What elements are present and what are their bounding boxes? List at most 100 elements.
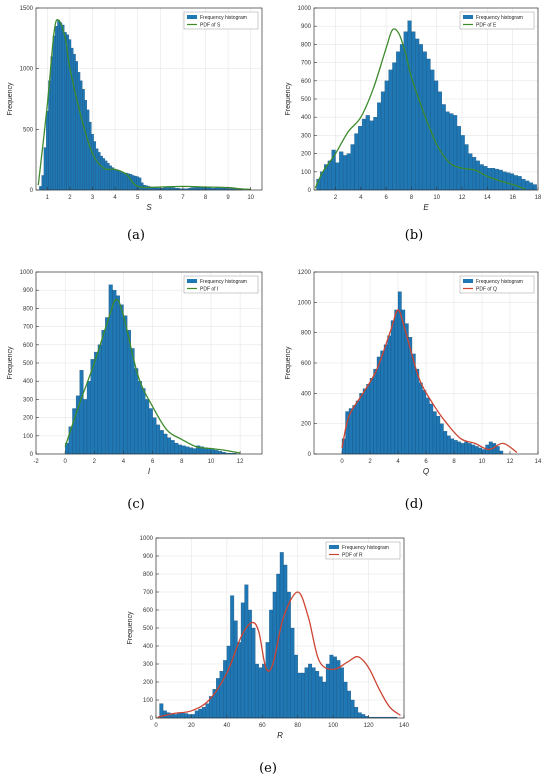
x-tick-label: 0 <box>154 723 158 729</box>
histogram-bar <box>286 591 291 719</box>
legend-box <box>183 275 259 294</box>
histogram-bar <box>415 368 420 455</box>
y-tick-label: 0 <box>150 716 154 722</box>
histogram-bar <box>394 309 399 455</box>
histogram-bar <box>84 100 87 191</box>
y-tick-label: 900 <box>143 554 154 560</box>
histogram-bar <box>464 441 469 455</box>
legend-box <box>459 11 535 30</box>
legend: Frequency histogram PDF of S <box>183 11 259 30</box>
y-tick-label: 1000 <box>20 270 34 276</box>
histogram-bar <box>138 177 142 191</box>
chart-a: 1 2 3 4 5 6 7 8 9 10 0 500 1000 1500 S Frequency Frequen… <box>7 6 263 212</box>
histogram-bar <box>105 317 110 455</box>
histogram-bar <box>173 714 178 719</box>
y-axis-label: Frequency <box>7 346 14 380</box>
histogram-bar <box>487 168 492 191</box>
histogram-bar <box>116 295 120 455</box>
chart-e: 0 20 40 60 80 100 120 140 0 100 200 300 400 500 600 700… <box>127 536 410 740</box>
histogram-bar <box>387 335 392 455</box>
histogram-bar <box>411 353 416 455</box>
x-tick-label: 0 <box>340 459 344 465</box>
histogram-bar <box>218 451 223 455</box>
y-tick-label: 800 <box>143 572 154 578</box>
histogram-bar <box>532 184 537 191</box>
x-tick-label: 6 <box>384 195 388 201</box>
histogram-bar <box>392 62 397 191</box>
histogram-bar <box>384 80 389 191</box>
histogram-bar <box>354 707 359 719</box>
x-tick-label: 12 <box>507 459 514 465</box>
legend-swatch-histogram <box>463 15 473 19</box>
legend-swatch-histogram <box>329 545 339 549</box>
histogram-bar <box>366 384 371 455</box>
histogram-bar <box>159 430 164 455</box>
histogram-bar <box>180 712 185 719</box>
histogram-bar <box>86 381 91 455</box>
x-tick-label: 4 <box>396 459 400 465</box>
histogram-bar <box>456 126 461 191</box>
legend-label-histogram: Frequency histogram <box>476 15 523 21</box>
y-tick-label: 1000 <box>140 536 154 542</box>
legend-label-pdf: PDF of R <box>342 553 363 559</box>
histogram-bar <box>347 690 352 719</box>
histogram-bar <box>513 175 518 191</box>
histogram-bar <box>83 399 88 455</box>
x-tick-label: 8 <box>180 459 184 465</box>
legend-swatch-histogram <box>463 279 473 283</box>
histogram-bar <box>95 148 99 191</box>
x-tick-label: 10 <box>208 459 215 465</box>
histogram-bar <box>294 654 298 719</box>
histogram-bar <box>342 155 348 191</box>
histogram-bar <box>358 126 363 191</box>
histogram-bar <box>453 115 458 191</box>
x-axis-label: I <box>148 467 151 476</box>
histogram-bar <box>483 166 488 191</box>
x-tick-label: 12 <box>237 459 244 465</box>
legend-swatch-histogram <box>187 279 197 283</box>
histogram-bar <box>418 44 423 191</box>
histogram-bar <box>390 320 395 455</box>
histogram-bar <box>373 368 378 455</box>
histogram-bar <box>73 53 76 191</box>
histogram-bar <box>194 710 199 719</box>
histogram-bar <box>528 182 534 191</box>
histogram-bar <box>495 446 500 455</box>
y-tick-label: 100 <box>301 170 312 176</box>
histogram-bar <box>355 400 360 455</box>
histogram-bar <box>335 162 340 191</box>
histogram-bar <box>48 80 51 191</box>
y-tick-label: 800 <box>301 42 312 48</box>
x-tick-label: 0 <box>63 459 67 465</box>
histogram-bar <box>380 91 386 191</box>
histogram-bar <box>195 186 198 191</box>
histogram-bar <box>167 437 172 455</box>
histogram-bar <box>525 180 530 191</box>
y-tick-label: 500 <box>23 127 34 133</box>
x-tick-label: 8 <box>204 195 208 201</box>
y-tick-label: 200 <box>301 422 312 428</box>
histogram-bar <box>369 378 374 455</box>
histogram-bar <box>255 663 259 719</box>
histogram-bar <box>50 56 54 191</box>
y-tick-label: 200 <box>23 416 34 422</box>
histogram-bar <box>464 144 469 191</box>
histogram-bar <box>107 163 110 191</box>
x-tick-label: 80 <box>294 723 301 729</box>
histogram-bar <box>418 382 423 455</box>
histogram-bar <box>411 31 416 191</box>
histogram-bar <box>377 102 382 191</box>
histogram-bar <box>404 323 409 455</box>
histogram-bar <box>297 672 302 719</box>
histogram-bar <box>86 109 90 191</box>
histogram-bar <box>201 707 206 719</box>
histogram-bar <box>237 642 242 719</box>
histogram-bars <box>341 291 504 455</box>
histogram-bar <box>198 708 203 719</box>
histogram-bar <box>64 32 67 191</box>
histogram-bar <box>481 449 486 455</box>
histogram-bar <box>329 654 334 719</box>
x-tick-label: 60 <box>259 723 266 729</box>
histogram-bar <box>190 187 194 191</box>
histogram-bar <box>39 186 42 191</box>
